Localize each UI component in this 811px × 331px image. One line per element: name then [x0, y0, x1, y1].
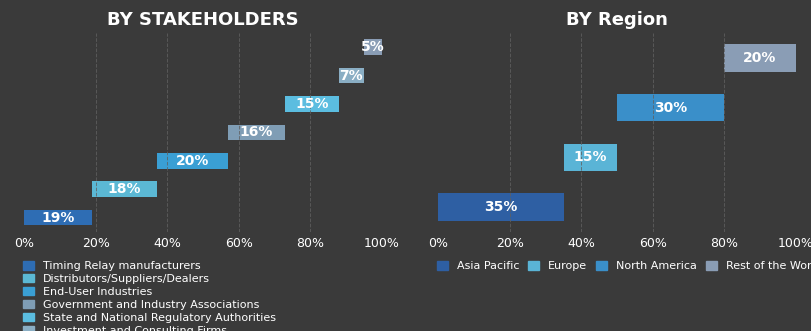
Text: 16%: 16%	[239, 125, 273, 139]
Title: BY Region: BY Region	[565, 11, 667, 29]
Text: 20%: 20%	[742, 51, 776, 65]
Text: 19%: 19%	[41, 211, 75, 224]
Text: 15%: 15%	[573, 150, 607, 164]
Bar	[228, 124, 285, 140]
Text: 18%: 18%	[108, 182, 141, 196]
Bar	[338, 68, 363, 83]
Legend: Timing Relay manufacturers, Distributors/Suppliers/Dealers, End-User Industries,: Timing Relay manufacturers, Distributors…	[23, 261, 276, 331]
Bar	[438, 193, 563, 220]
Text: 7%: 7%	[339, 69, 363, 83]
Bar	[24, 210, 92, 225]
Title: BY STAKEHOLDERS: BY STAKEHOLDERS	[107, 11, 298, 29]
Bar	[616, 94, 723, 121]
Text: 5%: 5%	[360, 40, 384, 54]
Bar	[157, 153, 228, 168]
Text: 15%: 15%	[295, 97, 328, 111]
Bar	[723, 44, 795, 71]
Bar	[92, 181, 157, 197]
Bar	[363, 39, 381, 55]
Bar	[563, 144, 616, 171]
Text: 35%: 35%	[483, 200, 517, 214]
Text: 20%: 20%	[175, 154, 208, 168]
Legend: Asia Pacific, Europe, North America, Rest of the World: Asia Pacific, Europe, North America, Res…	[436, 261, 811, 271]
Text: 30%: 30%	[654, 101, 686, 115]
Bar	[285, 96, 338, 112]
